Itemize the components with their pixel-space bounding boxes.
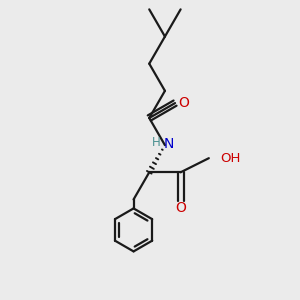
Text: N: N <box>163 136 174 151</box>
Text: O: O <box>175 201 186 215</box>
Text: OH: OH <box>220 152 241 165</box>
Text: H: H <box>152 136 161 149</box>
Text: O: O <box>178 96 189 110</box>
